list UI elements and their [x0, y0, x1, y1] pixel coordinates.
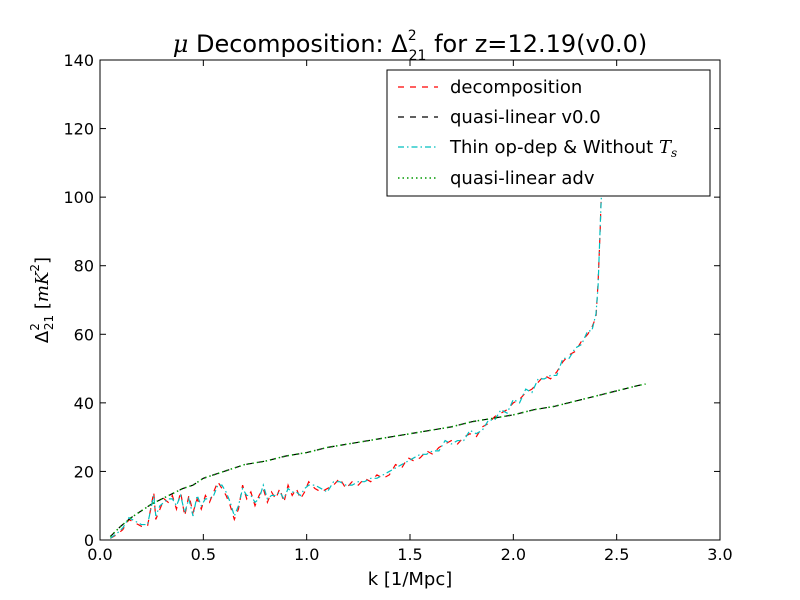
x-axis-label: k [1/Mpc] — [368, 569, 453, 590]
y-tick-label: 60 — [74, 325, 94, 344]
y-tick-label: 20 — [74, 462, 94, 481]
y-axis-label: Δ221 [mK2] — [28, 257, 56, 343]
legend-label-thin-op-dep: Thin op-dep & Without Ts — [449, 137, 677, 160]
x-tick-label: 2.0 — [501, 545, 526, 564]
legend-label-quasi-linear-adv: quasi-linear adv — [450, 168, 595, 189]
y-tick-label: 40 — [74, 394, 94, 413]
legend-box — [386, 69, 711, 197]
y-tick-label: 120 — [63, 120, 94, 139]
series-layer — [109, 179, 646, 539]
ylabel-sub: 21 — [42, 315, 56, 330]
y-tick-label: 0 — [84, 531, 94, 550]
legend: decomposition quasi-linear v0.0 Thin op-… — [386, 69, 711, 197]
title-suffix: for z=12.19(v0.0) — [426, 30, 647, 58]
x-tick-label: 1.0 — [294, 545, 319, 564]
legend-label-decomposition: decomposition — [450, 77, 582, 98]
x-tick-label: 0.5 — [191, 545, 216, 564]
legend-label-quasi-linear-v0: quasi-linear v0.0 — [450, 107, 601, 128]
title-mu: μ — [173, 30, 189, 58]
y-tick-label: 140 — [63, 51, 94, 70]
title-middle: Decomposition: — [188, 30, 391, 58]
x-tick-label: 0.0 — [87, 545, 112, 564]
ylabel-close: ] — [32, 257, 53, 264]
legend-thin-math: T — [659, 137, 673, 158]
legend-thin-text: Thin op-dep & Without — [449, 137, 659, 158]
x-tick-label: 1.5 — [397, 545, 422, 564]
title-sup: 2 — [408, 28, 417, 44]
ylabel-delta: Δ — [32, 330, 53, 343]
legend-thin-sub: s — [671, 146, 677, 160]
x-tick-label: 2.5 — [604, 545, 629, 564]
ylabel-open: [ — [32, 302, 53, 315]
ylabel-mk: mK — [32, 270, 53, 302]
ylabel-sup: 2 — [28, 323, 42, 331]
y-tick-label: 100 — [63, 188, 94, 207]
x-tick-label: 3.0 — [707, 545, 732, 564]
series-line-0 — [110, 179, 603, 539]
title-delta: Δ — [391, 30, 408, 58]
ylabel-sup2: 2 — [28, 264, 42, 272]
tick-layer: 0.0 0.5 1.0 1.5 2.0 2.5 3.0 0 20 40 60 80 100 120 140 — [63, 51, 732, 564]
series-line-2 — [109, 183, 603, 539]
y-tick-label: 80 — [74, 257, 94, 276]
chart-title: μ Decomposition: Δ2 21 for z=12.19(v0.0) — [173, 28, 647, 64]
